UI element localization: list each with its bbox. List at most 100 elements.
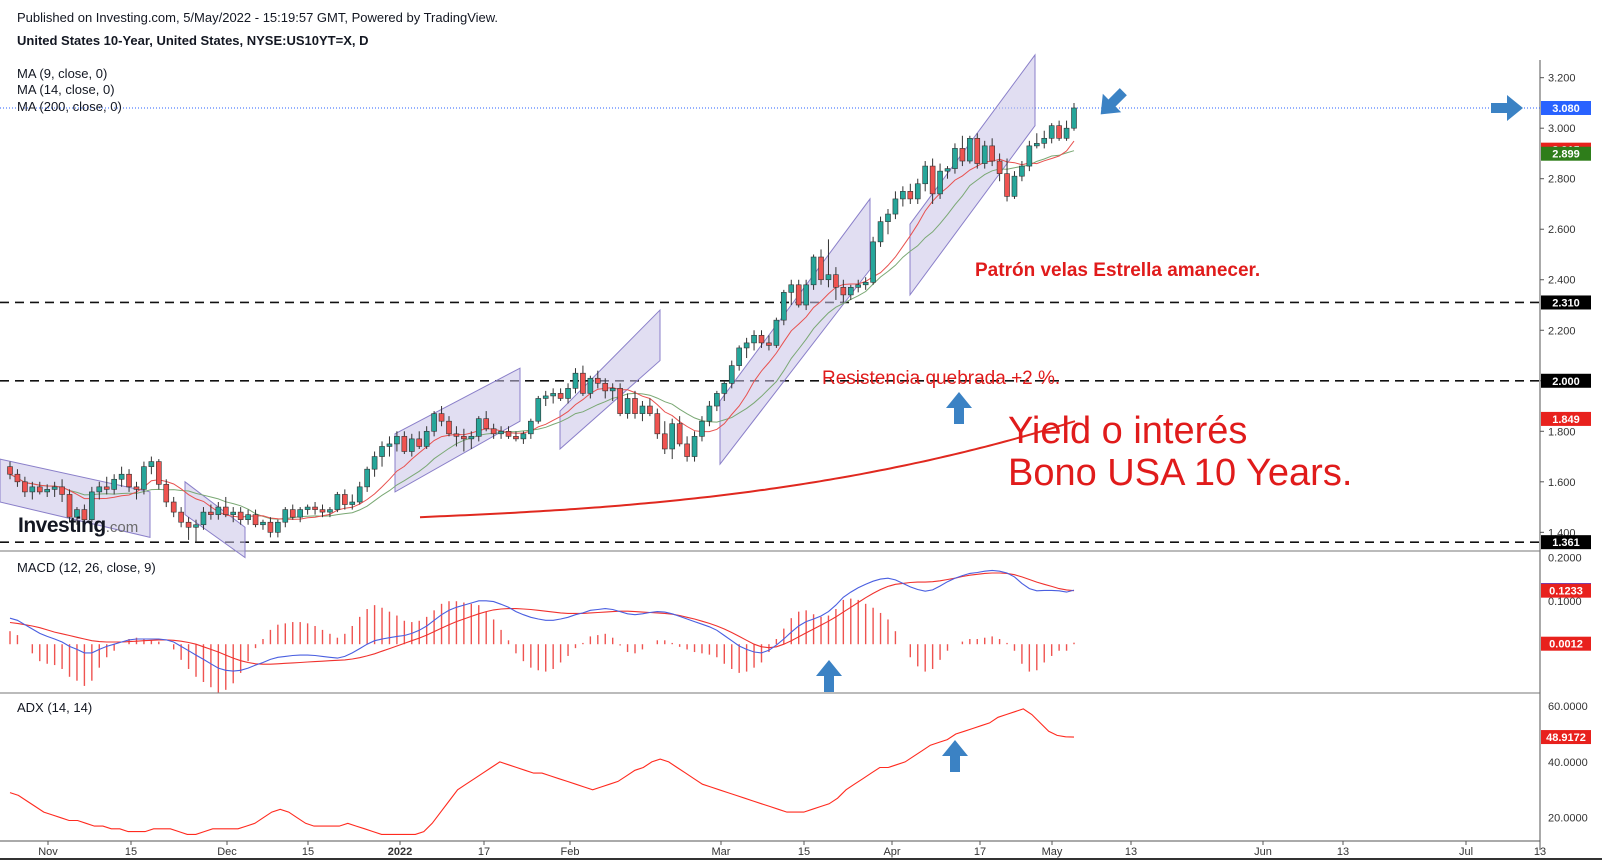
bearish-candle	[959, 135, 966, 167]
ma200-legend[interactable]: MA (200, close, 0)	[17, 99, 122, 114]
macd-badge	[1541, 583, 1591, 598]
candle-body	[847, 287, 854, 296]
bullish-candle	[118, 466, 125, 487]
candle-body	[862, 281, 869, 286]
candle-body	[721, 382, 728, 394]
bearish-candle	[208, 504, 214, 520]
candle-body	[661, 433, 668, 450]
candle-body	[833, 274, 839, 288]
x-tick-label: 2022	[388, 846, 412, 858]
candle-body	[520, 433, 527, 440]
candle-body	[36, 486, 43, 493]
adx-legend[interactable]: ADX (14, 14)	[17, 700, 93, 715]
candle-body	[156, 461, 162, 485]
candle-body	[788, 284, 795, 293]
candle-body	[334, 494, 341, 510]
candle-body	[580, 372, 586, 394]
candle-body	[1041, 137, 1048, 144]
candle-body	[758, 335, 765, 344]
bullish-candle	[892, 191, 899, 220]
bearish-candle	[438, 406, 445, 427]
candle-body	[967, 137, 973, 162]
bearish-candle	[312, 502, 318, 515]
bullish-candle	[498, 426, 504, 439]
price-badge-text: 1.361	[1552, 537, 1580, 549]
macd-y-tick-label: 0.2000	[1548, 552, 1582, 564]
candle-body	[996, 160, 1003, 174]
candle-body	[542, 395, 549, 399]
y-tick-label: 1.800	[1548, 426, 1576, 438]
up-arrow-icon	[816, 660, 842, 692]
bullish-candle	[1019, 161, 1025, 182]
candle-body	[29, 486, 36, 493]
price-badge	[1541, 100, 1591, 115]
bullish-candle	[297, 507, 303, 523]
price-badge-text: 1.849	[1552, 414, 1580, 426]
bullish-candle	[751, 330, 757, 351]
ma9-legend[interactable]: MA (9, close, 0)	[17, 66, 108, 81]
bearish-candle	[237, 507, 244, 525]
candle-body	[141, 466, 147, 490]
price-badge-text: 2.899	[1552, 149, 1580, 161]
x-tick-label: 15	[798, 846, 810, 858]
candle-body	[461, 436, 467, 440]
bullish-candle	[1048, 123, 1055, 144]
bearish-candle	[974, 133, 981, 169]
candle-body	[327, 509, 333, 513]
candle-body	[528, 420, 534, 435]
candle-body	[565, 388, 571, 399]
bearish-candle	[490, 423, 497, 439]
logo-main: Investing	[18, 514, 106, 537]
candle-body	[535, 398, 542, 422]
x-tick-label: Mar	[712, 846, 731, 858]
bullish-candle	[699, 416, 705, 442]
bearish-candle	[126, 469, 132, 492]
bullish-candle	[870, 236, 876, 285]
adx-y-tick-label: 60.0000	[1548, 701, 1588, 713]
candle-body	[989, 145, 995, 162]
candle-body	[170, 501, 177, 513]
ma14-legend[interactable]: MA (14, close, 0)	[17, 82, 115, 97]
bullish-candle	[215, 502, 222, 520]
macd-badge-text: 0.0012	[1549, 639, 1583, 651]
candle-body	[185, 521, 192, 528]
bullish-candle	[691, 431, 698, 462]
bullish-candle	[468, 431, 475, 449]
bullish-candle	[565, 383, 571, 404]
x-tick-label: 13	[1534, 846, 1546, 858]
candle-body	[408, 438, 415, 452]
ma14-line	[9, 150, 1075, 520]
yield-title-annotation: Yield o interés Bono USA 10 Years.	[1008, 410, 1352, 494]
adx-line	[9, 708, 1075, 835]
bearish-candle	[907, 183, 914, 204]
candle-body	[818, 256, 824, 281]
bullish-candle	[981, 140, 988, 169]
bullish-candle	[810, 254, 817, 290]
candle-body	[468, 436, 475, 440]
candle-body	[200, 511, 207, 526]
candle-body	[1026, 145, 1033, 167]
bullish-candle	[1071, 102, 1077, 131]
candle-body	[952, 148, 958, 169]
bearish-candle	[453, 426, 460, 447]
bullish-candle	[542, 390, 549, 407]
macd-legend[interactable]: MACD (12, 26, close, 9)	[17, 560, 156, 575]
candle-body	[252, 514, 259, 526]
candle-body	[22, 481, 28, 493]
pointer-arrow-icon	[1100, 88, 1127, 115]
candle-body	[394, 436, 400, 445]
candle-body	[825, 274, 832, 281]
bearish-candle	[178, 507, 184, 528]
bullish-candle	[89, 486, 95, 523]
price-badge	[1541, 535, 1591, 550]
candle-body	[617, 388, 623, 414]
bearish-candle	[133, 481, 140, 500]
candle-body	[178, 511, 184, 523]
bullish-candle	[275, 519, 281, 538]
bullish-candle	[736, 345, 742, 371]
bearish-candle	[483, 411, 489, 432]
bullish-candle	[900, 186, 906, 207]
bullish-candle	[788, 279, 795, 305]
bullish-candle	[371, 451, 378, 477]
